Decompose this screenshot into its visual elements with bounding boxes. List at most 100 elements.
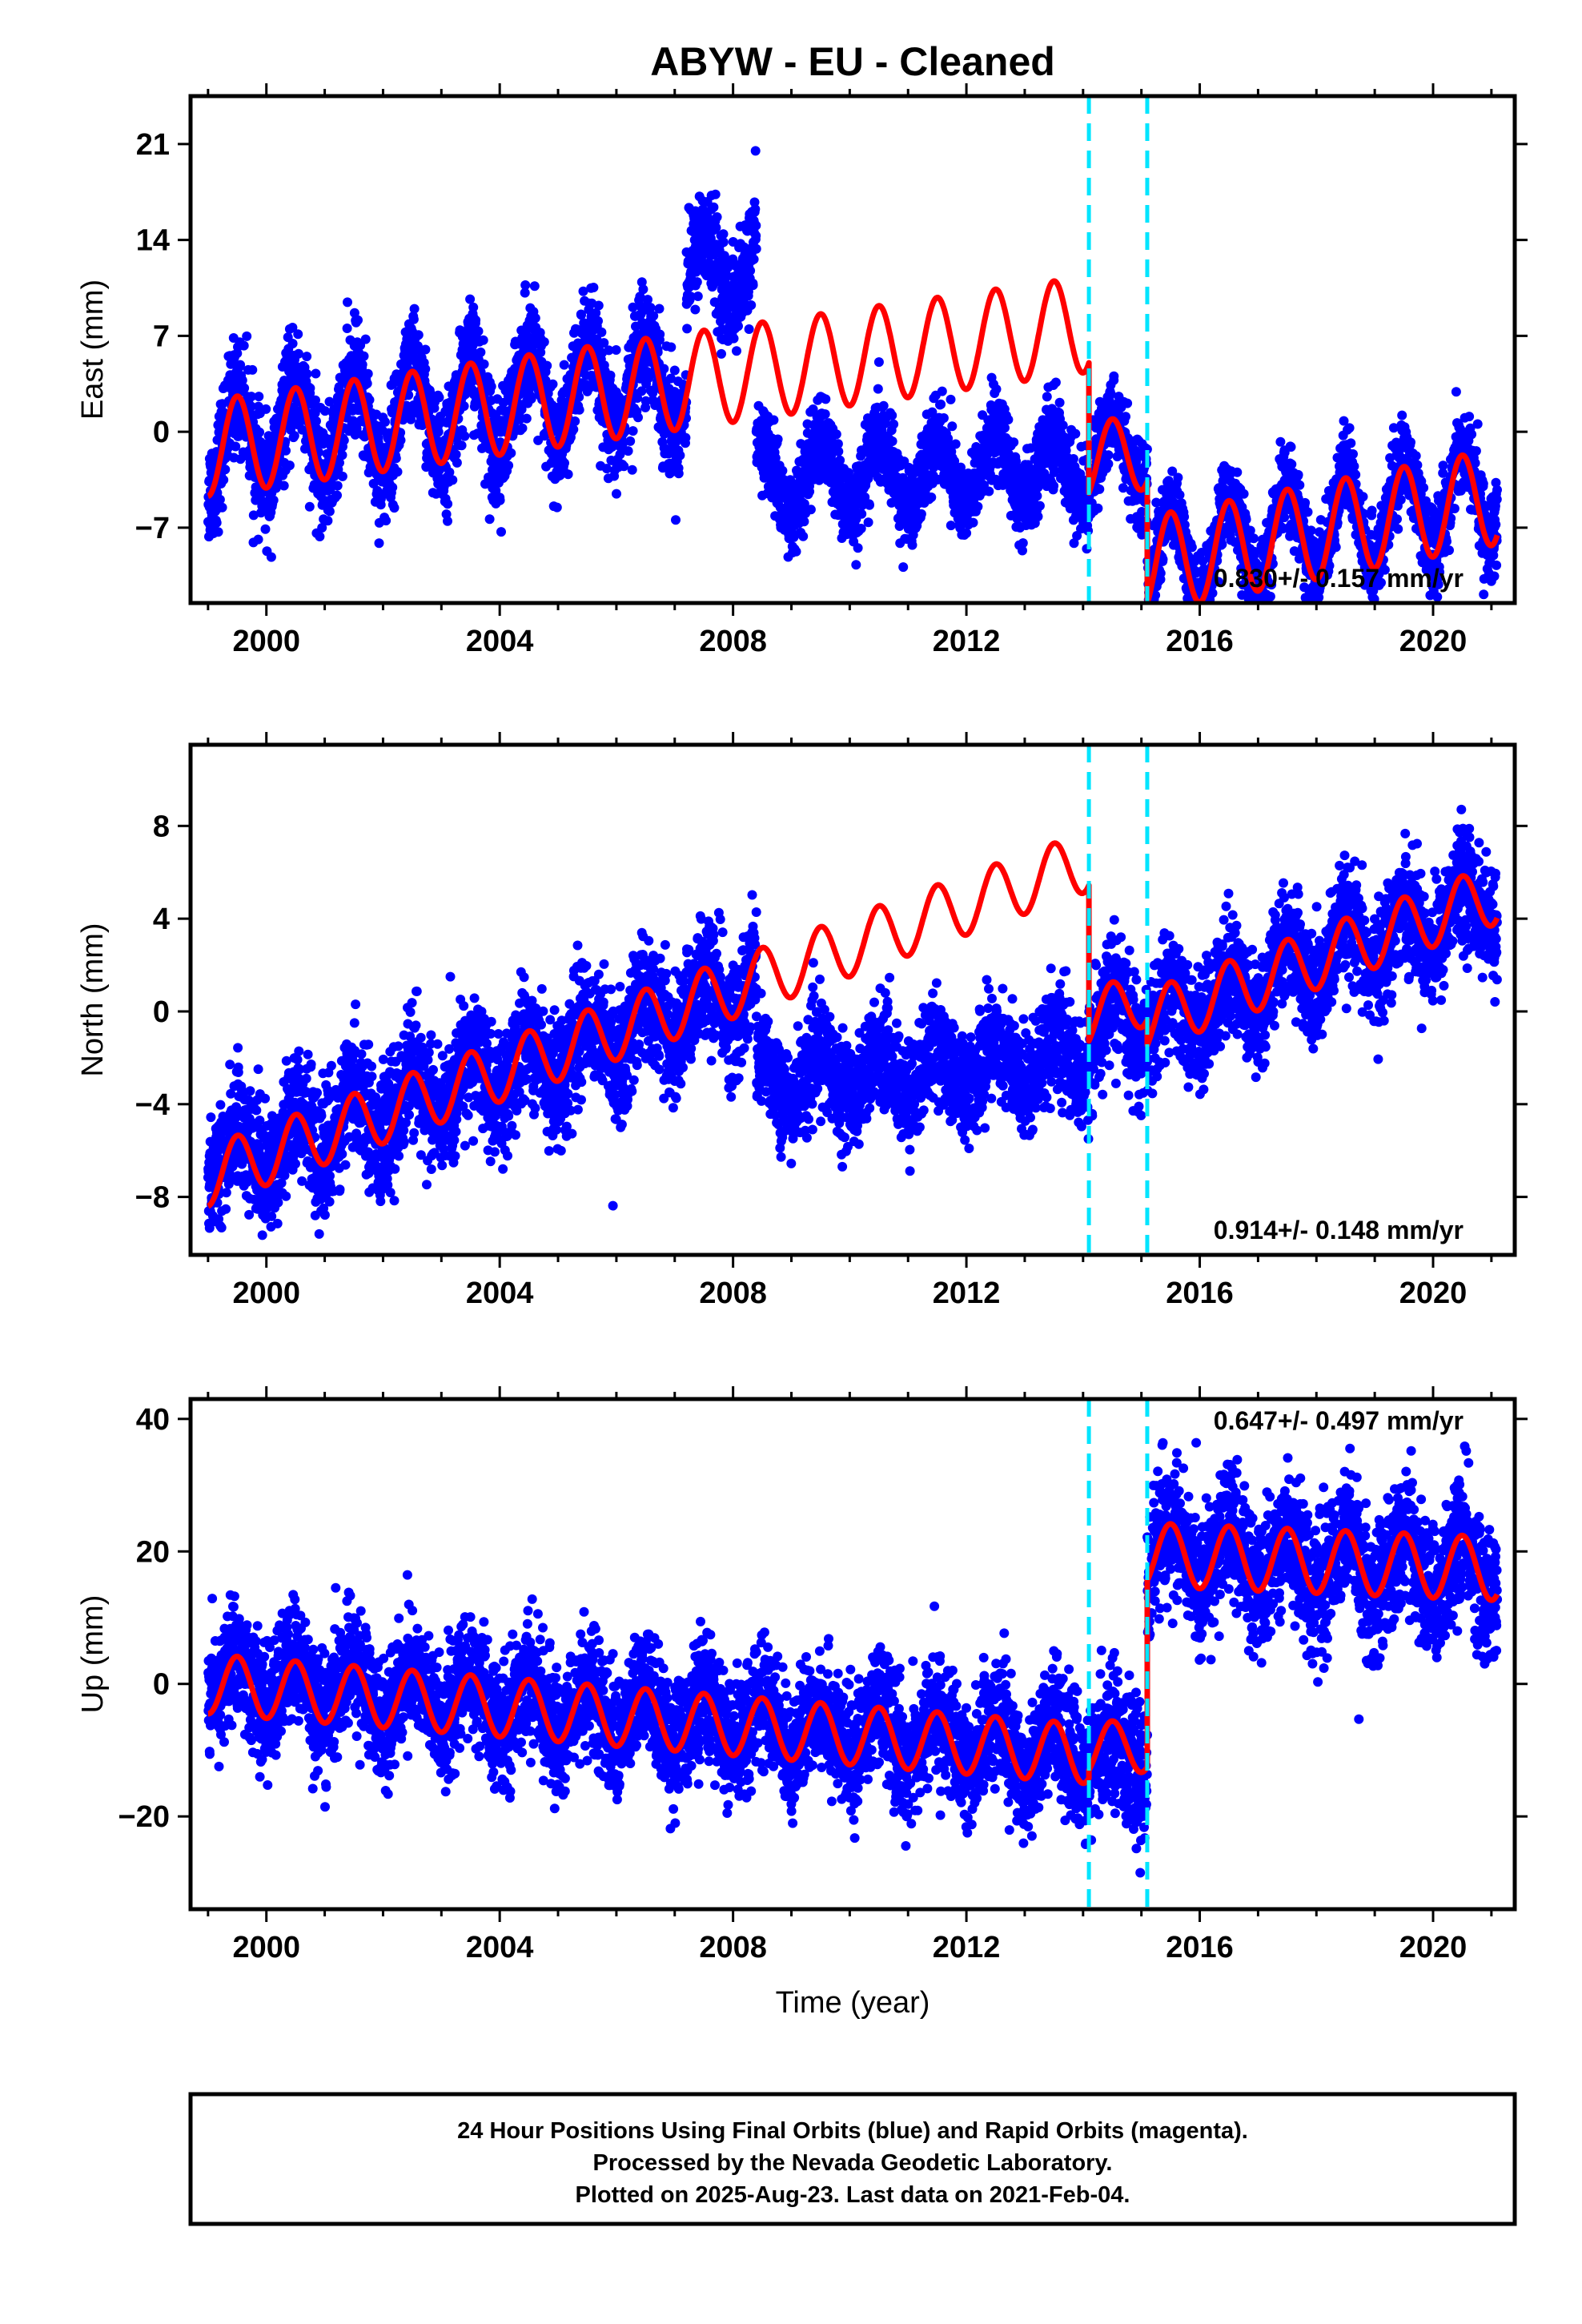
figure-title: ABYW - EU - Cleaned [650, 39, 1055, 84]
observation-point [548, 379, 558, 389]
observation-point [504, 460, 514, 471]
observation-point [478, 335, 488, 345]
observation-point [1103, 459, 1114, 469]
observation-point [476, 347, 486, 357]
observation-point [284, 460, 295, 471]
observation-point [588, 283, 599, 292]
observation-point [311, 395, 320, 405]
observation-point [560, 458, 569, 468]
observation-point [878, 400, 889, 411]
observation-point [324, 506, 335, 517]
observation-point [968, 517, 978, 528]
observation-point [520, 280, 531, 290]
observation-point [360, 334, 371, 344]
observation-point [769, 415, 779, 425]
observation-point [1103, 450, 1114, 460]
observation-point [302, 352, 312, 362]
observation-point [281, 445, 291, 456]
observation-point [751, 243, 761, 254]
observation-point [1058, 420, 1068, 431]
observation-point [633, 412, 643, 423]
observation-point [342, 324, 352, 333]
observation-point [746, 300, 757, 310]
observation-point [353, 315, 363, 325]
observation-point [448, 475, 458, 485]
observation-point [279, 480, 289, 491]
observation-point [242, 331, 252, 341]
observation-point [389, 503, 400, 513]
observation-point [471, 315, 481, 325]
observation-point [302, 368, 312, 379]
observation-point [521, 413, 532, 424]
observation-point [605, 370, 616, 380]
observation-point [692, 277, 702, 287]
observation-point [805, 505, 816, 515]
observation-point [729, 333, 739, 344]
observation-point [1000, 423, 1010, 433]
observation-point [529, 281, 540, 292]
observation-point [947, 421, 958, 432]
observation-point [268, 495, 279, 505]
observation-point [820, 409, 830, 420]
observation-point [311, 416, 321, 426]
observation-point [443, 516, 452, 526]
observation-point [612, 489, 621, 499]
observation-point [916, 509, 926, 519]
observation-point [889, 419, 899, 429]
observation-point [266, 552, 276, 562]
observation-point [254, 392, 264, 402]
observation-point [831, 429, 841, 440]
observation-point [745, 266, 756, 275]
observation-point [1049, 480, 1059, 491]
observation-point [1121, 412, 1130, 422]
observation-point [325, 485, 335, 495]
observation-point [235, 360, 246, 370]
observation-point [392, 467, 403, 477]
observation-point [777, 465, 788, 476]
observation-point [1050, 377, 1061, 388]
observation-point [337, 471, 347, 481]
observation-point [693, 292, 703, 301]
observation-point [659, 364, 669, 374]
observation-point [655, 329, 665, 340]
observation-point [732, 346, 741, 356]
observation-point [873, 384, 883, 394]
observation-point [857, 509, 867, 519]
observation-point [625, 436, 636, 446]
observation-point [363, 368, 373, 379]
observation-point [542, 360, 552, 371]
observation-point [420, 344, 431, 355]
observation-point [628, 426, 638, 436]
observation-point [1034, 501, 1045, 511]
observation-point [332, 490, 342, 501]
observation-point [409, 304, 420, 314]
observation-point [570, 416, 580, 426]
observation-point [1033, 512, 1043, 521]
observation-point [559, 360, 569, 370]
observation-point [568, 424, 579, 435]
observation-point [255, 427, 265, 437]
observation-point [1042, 392, 1052, 402]
observation-point [865, 500, 874, 510]
observation-point [984, 486, 994, 497]
observation-point [712, 212, 722, 222]
observation-point [1122, 398, 1133, 408]
observation-point [237, 375, 247, 385]
observation-point [593, 316, 603, 326]
observation-point [593, 300, 604, 311]
observation-point [601, 464, 612, 474]
observation-point [1032, 491, 1042, 501]
observation-point [434, 392, 444, 403]
observation-point [260, 524, 271, 534]
observation-point [673, 468, 684, 479]
observation-point [907, 540, 917, 550]
observation-point [304, 501, 315, 512]
observation-point [596, 327, 607, 337]
observation-point [749, 254, 759, 264]
observation-point [456, 440, 467, 451]
observation-point [748, 280, 758, 291]
observation-point [675, 450, 685, 460]
observation-point [1144, 621, 1154, 631]
observation-point [1054, 397, 1065, 408]
observation-point [926, 493, 937, 502]
